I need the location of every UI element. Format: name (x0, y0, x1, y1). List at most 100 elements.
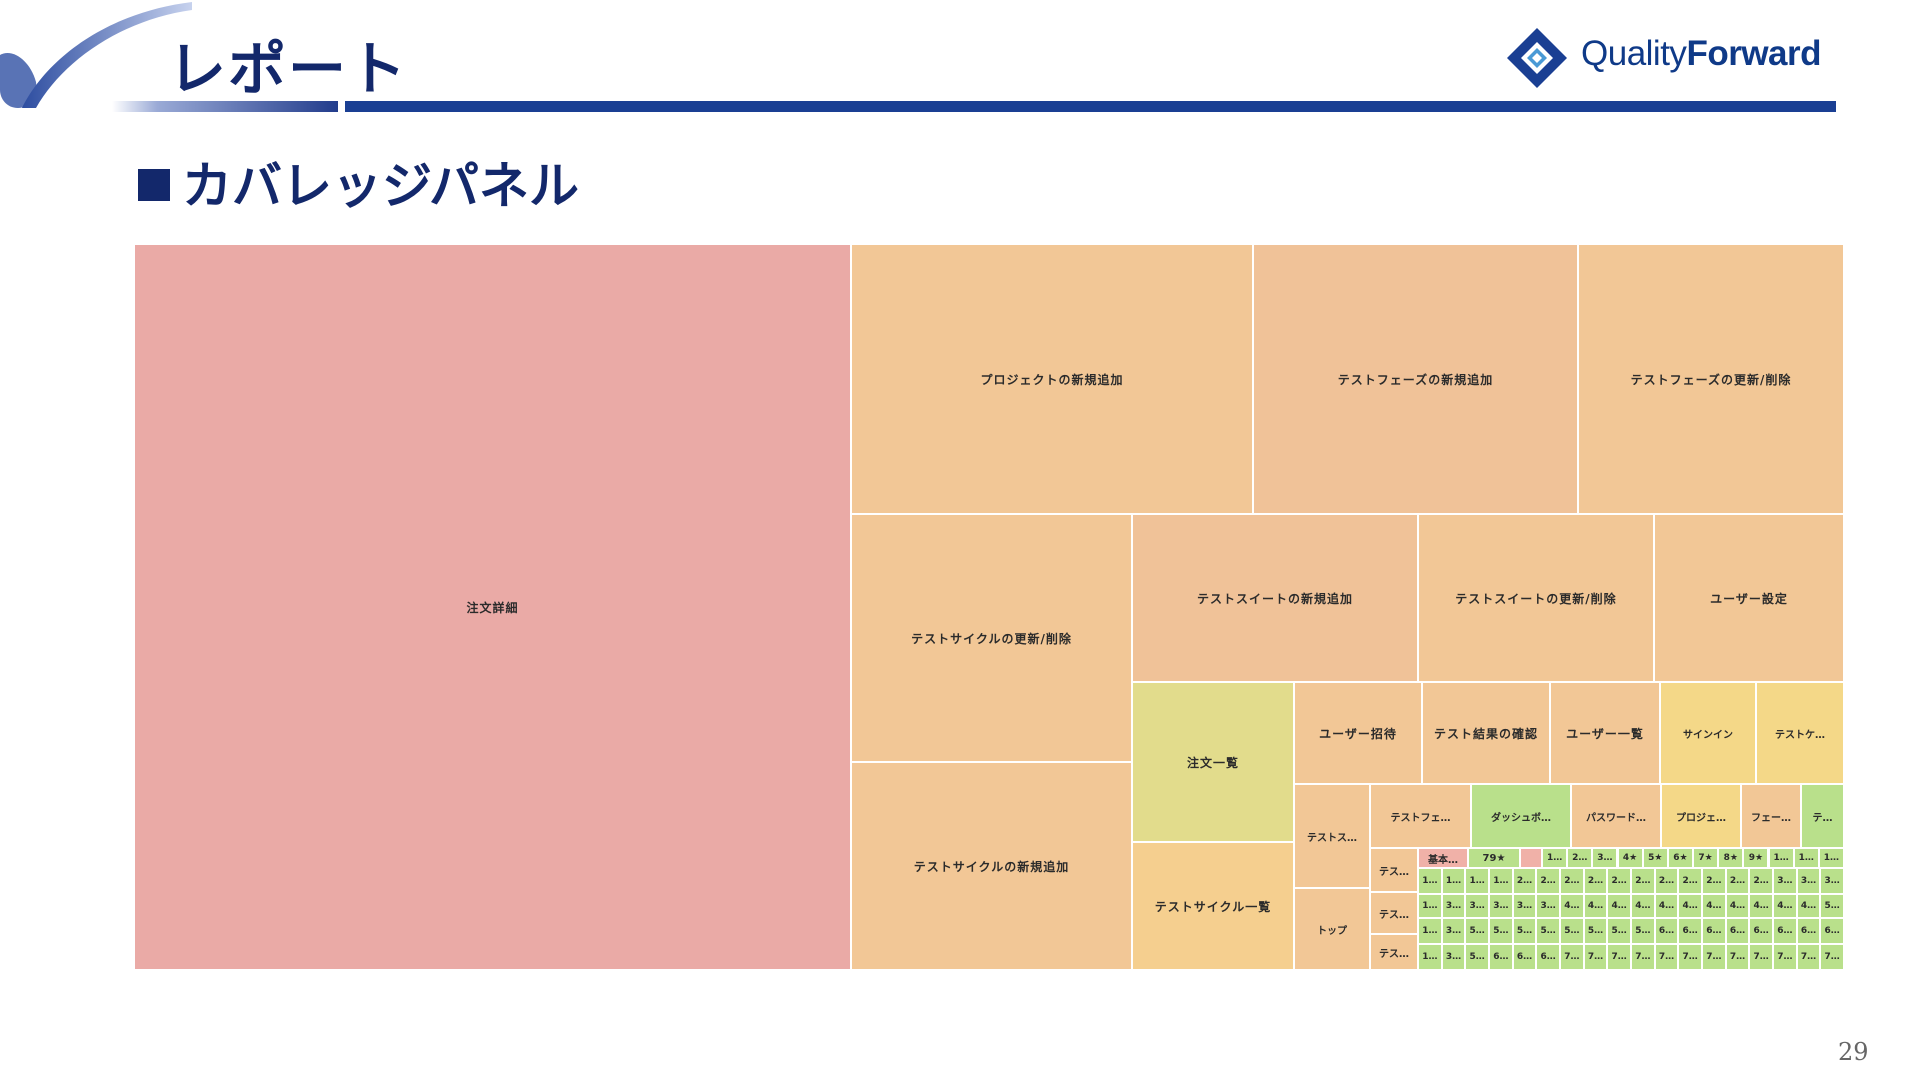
treemap-cell[interactable]: 1… (1418, 944, 1442, 970)
treemap-cell[interactable]: 1… (1441, 868, 1466, 894)
treemap-cell[interactable]: ユーザー設定 (1654, 514, 1844, 682)
treemap-cell[interactable]: プロジェクトの新規追加 (851, 244, 1253, 514)
treemap-cell[interactable]: 6… (1536, 944, 1560, 970)
treemap-cell[interactable]: 7… (1607, 944, 1631, 970)
treemap-cell[interactable]: 1… (1542, 848, 1568, 868)
treemap-cell[interactable]: ユーザー一覧 (1550, 682, 1660, 784)
treemap-cell[interactable]: 1… (1818, 848, 1844, 868)
treemap-cell[interactable]: 6… (1489, 944, 1513, 970)
treemap-cell[interactable]: 4… (1749, 894, 1773, 918)
treemap-cell[interactable]: 6… (1796, 918, 1821, 944)
treemap-cell[interactable]: 5… (1631, 918, 1655, 944)
treemap-cell[interactable]: テス… (1370, 848, 1418, 892)
treemap-cell[interactable]: 2… (1702, 868, 1726, 894)
treemap-cell[interactable]: 5… (1820, 894, 1844, 918)
treemap-cell[interactable]: 3… (1441, 918, 1466, 944)
treemap-cell[interactable]: テストフェーズの新規追加 (1253, 244, 1578, 514)
treemap-cell[interactable]: 2… (1536, 868, 1560, 894)
treemap-cell[interactable]: パスワード… (1571, 784, 1661, 848)
treemap-cell[interactable]: フェー… (1741, 784, 1801, 848)
treemap-cell[interactable]: 5… (1512, 918, 1537, 944)
treemap-cell[interactable]: 4… (1773, 894, 1797, 918)
treemap-cell[interactable]: テストフェ… (1370, 784, 1471, 848)
treemap-cell[interactable]: 6… (1654, 918, 1679, 944)
treemap-cell[interactable]: 2… (1583, 868, 1608, 894)
treemap-cell[interactable]: 1… (1418, 868, 1442, 894)
treemap-cell[interactable]: 注文詳細 (134, 244, 851, 970)
treemap-cell[interactable]: 1… (1489, 868, 1513, 894)
treemap-cell[interactable]: 3… (1820, 868, 1844, 894)
treemap-cell[interactable] (1520, 848, 1542, 868)
treemap-cell[interactable]: 2… (1725, 868, 1750, 894)
treemap-cell[interactable]: 4… (1583, 894, 1608, 918)
treemap-cell[interactable]: 4… (1678, 894, 1702, 918)
treemap-cell[interactable]: テストサイクルの新規追加 (851, 762, 1132, 970)
treemap-cell[interactable]: 2… (1512, 868, 1537, 894)
treemap-cell[interactable]: 8★ (1718, 848, 1744, 868)
treemap-cell[interactable]: 5… (1583, 918, 1608, 944)
treemap-cell[interactable]: 4… (1654, 894, 1679, 918)
treemap-cell[interactable]: 4… (1702, 894, 1726, 918)
treemap-cell[interactable]: 4… (1607, 894, 1631, 918)
treemap-cell[interactable]: 6★ (1667, 848, 1693, 868)
treemap-cell[interactable]: 5… (1465, 918, 1489, 944)
treemap-cell[interactable]: 7… (1560, 944, 1584, 970)
treemap-cell[interactable]: テス… (1370, 892, 1418, 934)
treemap-cell[interactable]: 9★ (1743, 848, 1769, 868)
treemap-cell[interactable]: 6… (1725, 918, 1750, 944)
treemap-cell[interactable]: 5… (1465, 944, 1489, 970)
treemap-cell[interactable]: 基本… (1418, 848, 1468, 868)
treemap-cell[interactable]: 3… (1489, 894, 1513, 918)
treemap-cell[interactable]: 1… (1418, 918, 1442, 944)
treemap-cell[interactable]: 5… (1607, 918, 1631, 944)
treemap-cell[interactable]: 2… (1678, 868, 1702, 894)
treemap-cell[interactable]: 4… (1796, 894, 1821, 918)
treemap-cell[interactable]: 7… (1654, 944, 1679, 970)
treemap-cell[interactable]: 7… (1583, 944, 1608, 970)
treemap-cell[interactable]: 3… (1536, 894, 1560, 918)
treemap-cell[interactable]: 4★ (1617, 848, 1643, 868)
treemap-cell[interactable]: テストサイクル一覧 (1132, 842, 1294, 970)
treemap-cell[interactable]: テストス… (1294, 784, 1370, 888)
treemap-cell[interactable]: 6… (1749, 918, 1773, 944)
treemap-cell[interactable]: 79★ (1468, 848, 1520, 868)
treemap-cell[interactable]: 3… (1773, 868, 1797, 894)
treemap-cell[interactable]: テストフェーズの更新/削除 (1578, 244, 1844, 514)
treemap-cell[interactable]: ダッシュボ… (1471, 784, 1571, 848)
treemap-cell[interactable]: 7… (1749, 944, 1773, 970)
treemap-cell[interactable]: 2… (1607, 868, 1631, 894)
treemap-cell[interactable]: 5… (1536, 918, 1560, 944)
treemap-cell[interactable]: 5… (1560, 918, 1584, 944)
treemap-cell[interactable]: 3… (1465, 894, 1489, 918)
treemap-cell[interactable]: 7… (1702, 944, 1726, 970)
treemap-cell[interactable]: 3… (1441, 944, 1466, 970)
treemap-cell[interactable]: テストスイートの新規追加 (1132, 514, 1418, 682)
treemap-cell[interactable]: 2… (1749, 868, 1773, 894)
treemap-cell[interactable]: 3… (1441, 894, 1466, 918)
treemap-cell[interactable]: 2… (1631, 868, 1655, 894)
treemap-cell[interactable]: テストサイクルの更新/削除 (851, 514, 1132, 762)
treemap-cell[interactable]: 7★ (1693, 848, 1719, 868)
treemap-cell[interactable]: テストスイートの更新/削除 (1418, 514, 1654, 682)
treemap-cell[interactable]: サインイン (1660, 682, 1756, 784)
treemap-cell[interactable]: 6… (1820, 918, 1844, 944)
treemap-cell[interactable]: ユーザー招待 (1294, 682, 1422, 784)
treemap-cell[interactable]: テ… (1801, 784, 1844, 848)
treemap-cell[interactable]: 6… (1512, 944, 1537, 970)
treemap-cell[interactable]: テストケ… (1756, 682, 1844, 784)
treemap-cell[interactable]: 1… (1768, 848, 1794, 868)
treemap-cell[interactable]: 6… (1678, 918, 1702, 944)
treemap-cell[interactable]: 4… (1725, 894, 1750, 918)
treemap-cell[interactable]: 注文一覧 (1132, 682, 1294, 842)
treemap-cell[interactable]: 2… (1560, 868, 1584, 894)
treemap-cell[interactable]: 2… (1654, 868, 1679, 894)
treemap-cell[interactable]: 7… (1773, 944, 1797, 970)
treemap-cell[interactable]: 7… (1631, 944, 1655, 970)
treemap-cell[interactable]: テス… (1370, 934, 1418, 970)
treemap-cell[interactable]: 1… (1465, 868, 1489, 894)
treemap-cell[interactable]: 1… (1793, 848, 1819, 868)
treemap-cell[interactable]: 6… (1702, 918, 1726, 944)
treemap-cell[interactable]: テスト結果の確認 (1422, 682, 1550, 784)
treemap-cell[interactable]: 3… (1592, 848, 1618, 868)
treemap-cell[interactable]: 7… (1678, 944, 1702, 970)
